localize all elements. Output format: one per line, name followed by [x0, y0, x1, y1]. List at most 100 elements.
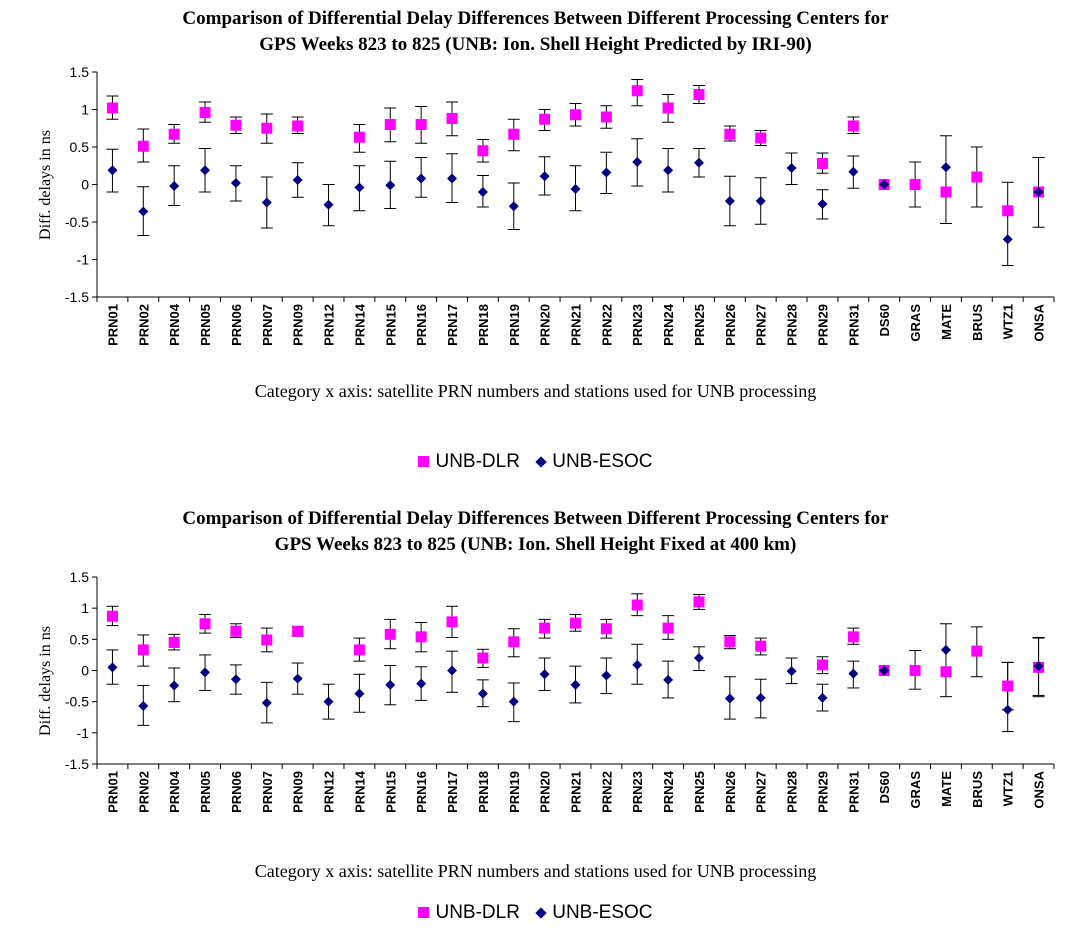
x-tick-label: PRN05	[198, 304, 213, 346]
point-unb-dlr	[631, 85, 643, 97]
point-unb-esoc	[230, 674, 241, 685]
point-unb-esoc	[539, 669, 550, 680]
point-unb-esoc	[879, 665, 890, 676]
y-tick-label: -1.5	[65, 289, 89, 305]
point-unb-dlr	[168, 636, 180, 648]
chart-legend: UNB-DLR UNB-ESOC	[0, 451, 1071, 473]
x-tick-label: PRN18	[476, 304, 491, 346]
x-tick-label: MATE	[939, 771, 954, 807]
x-tick-label: PRN14	[352, 303, 367, 346]
point-unb-dlr	[137, 644, 149, 656]
x-tick-label: PRN07	[260, 771, 275, 813]
point-unb-esoc	[138, 206, 149, 217]
chart-1: Comparison of Differential Delay Differe…	[0, 8, 1071, 473]
point-unb-dlr	[230, 119, 242, 131]
y-tick-label: 1	[81, 102, 89, 118]
point-unb-esoc	[323, 696, 334, 707]
point-unb-dlr	[847, 120, 859, 132]
point-unb-dlr	[662, 102, 674, 114]
point-unb-dlr	[168, 128, 180, 140]
y-tick-label: 0	[81, 177, 89, 193]
x-tick-label: PRN09	[291, 304, 306, 346]
y-tick-label: -1	[77, 252, 90, 268]
point-unb-esoc	[940, 644, 951, 655]
x-tick-label: DS60	[877, 304, 892, 337]
x-tick-label: PRN02	[136, 771, 151, 813]
point-unb-dlr	[816, 659, 828, 671]
point-unb-esoc	[601, 670, 612, 681]
x-tick-label: PRN12	[322, 771, 337, 813]
chart-plot: 1.5 1 0.5 0 -0.5 -1 -1.5 PRN01 PRN02 PRN04 PRN05 PR…	[65, 64, 1055, 346]
x-tick-label: PRN22	[599, 304, 614, 346]
x-tick-label: WTZ1	[1001, 304, 1016, 339]
point-unb-dlr	[539, 622, 551, 634]
x-tick-label: BRUS	[970, 304, 985, 341]
point-unb-esoc	[724, 196, 735, 206]
point-unb-esoc	[416, 173, 427, 184]
x-tick-label: PRN01	[105, 304, 120, 346]
point-unb-esoc	[1033, 187, 1044, 197]
point-unb-esoc	[169, 181, 180, 191]
legend-marker-square-icon	[418, 456, 430, 468]
point-unb-esoc	[107, 662, 118, 673]
chart-title-line-1: Comparison of Differential Delay Differe…	[182, 508, 889, 529]
x-tick-label: PRN15	[383, 304, 398, 346]
x-tick-label: PRN29	[815, 304, 830, 346]
point-unb-esoc	[508, 201, 519, 212]
point-unb-esoc	[940, 162, 951, 173]
x-tick-label: ONSA	[1032, 770, 1047, 808]
point-unb-esoc	[385, 180, 396, 191]
x-tick-label: PRN04	[167, 303, 182, 346]
point-unb-dlr	[508, 636, 520, 648]
point-unb-dlr	[1002, 680, 1014, 692]
legend-label: UNB-ESOC	[552, 902, 653, 923]
x-tick-label: PRN24	[661, 303, 676, 346]
x-tick-label: PRN05	[198, 771, 213, 813]
x-tick-label: BRUS	[970, 771, 985, 808]
point-unb-dlr	[106, 610, 118, 622]
x-tick-label: PRN23	[630, 771, 645, 813]
x-tick-label: PRN23	[630, 304, 645, 346]
x-tick-label: PRN02	[136, 304, 151, 346]
point-unb-esoc	[261, 697, 272, 708]
point-unb-dlr	[816, 158, 828, 169]
point-unb-dlr	[353, 131, 365, 143]
legend-item-dlr: UNB-DLR	[418, 902, 520, 924]
y-tick-label: -0.5	[65, 694, 89, 710]
point-unb-esoc	[879, 179, 890, 190]
point-unb-esoc	[477, 688, 488, 699]
point-unb-dlr	[600, 111, 612, 123]
point-unb-dlr	[199, 107, 211, 118]
point-unb-esoc	[601, 167, 612, 178]
chart-title-line-2: GPS Weeks 823 to 825 (UNB: Ion. Shell He…	[274, 534, 797, 555]
x-tick-label: PRN16	[414, 771, 429, 813]
point-unb-esoc	[632, 659, 643, 670]
point-unb-dlr	[230, 625, 242, 637]
x-tick-label: PRN27	[754, 771, 769, 813]
chart-plot: 1.5 1 0.5 0 -0.5 -1 -1.5 PRN01 PRN02 PRN04 PRN05 PR…	[65, 569, 1055, 813]
point-unb-dlr	[353, 644, 365, 656]
point-unb-esoc	[539, 171, 550, 182]
x-tick-label: PRN17	[445, 304, 460, 346]
point-unb-dlr	[477, 652, 489, 664]
x-tick-label: PRN26	[723, 771, 738, 813]
point-unb-esoc	[848, 166, 859, 177]
point-unb-dlr	[539, 113, 551, 125]
y-tick-label: 1.5	[70, 569, 90, 585]
point-unb-dlr	[971, 171, 983, 183]
x-tick-label: DS60	[877, 771, 892, 804]
point-unb-dlr	[261, 122, 273, 134]
x-tick-label: PRN01	[105, 771, 120, 813]
legend-item-esoc: UNB-ESOC	[535, 451, 653, 473]
x-tick-label: PRN19	[507, 771, 522, 813]
point-unb-dlr	[755, 132, 767, 144]
x-tick-label: PRN28	[785, 304, 800, 346]
point-unb-esoc	[261, 197, 272, 208]
point-unb-esoc	[200, 165, 211, 176]
point-unb-esoc	[447, 173, 458, 184]
point-unb-esoc	[416, 678, 427, 689]
point-unb-esoc	[1033, 661, 1044, 672]
point-unb-esoc	[786, 666, 797, 677]
x-tick-label: PRN07	[260, 304, 275, 346]
